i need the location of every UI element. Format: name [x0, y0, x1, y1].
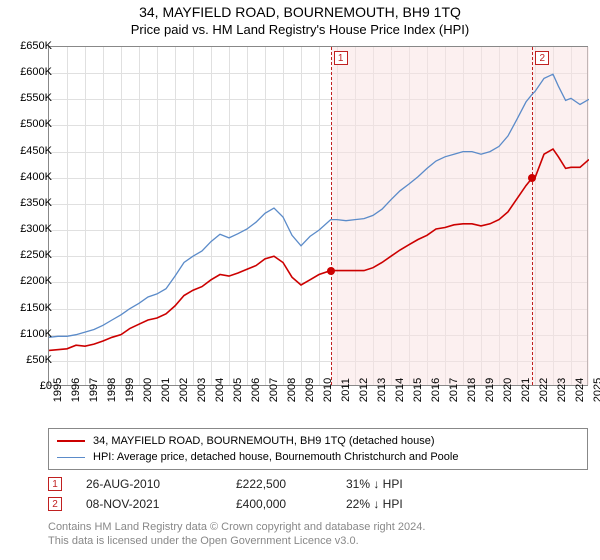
title-sub: Price paid vs. HM Land Registry's House …: [0, 22, 600, 37]
ytick-label: £400K: [2, 171, 52, 183]
xtick-label: 1998: [106, 378, 118, 402]
ytick-label: £600K: [2, 66, 52, 78]
legend: 34, MAYFIELD ROAD, BOURNEMOUTH, BH9 1TQ …: [48, 428, 588, 470]
marker-data-table: 1 26-AUG-2010£222,50031% ↓ HPI 2 08-NOV-202…: [48, 474, 588, 514]
chart-area: 12: [48, 46, 588, 416]
xtick-label: 2020: [502, 378, 514, 402]
xtick-label: 2008: [286, 378, 298, 402]
xtick-label: 1999: [124, 378, 136, 402]
xtick-label: 1996: [70, 378, 82, 402]
xtick-label: 2002: [178, 378, 190, 402]
row-delta: 31% ↓ HPI: [346, 477, 496, 491]
xtick-label: 2016: [430, 378, 442, 402]
row-marker-box: 1: [48, 477, 62, 491]
plot-rect: 12: [48, 46, 588, 386]
ytick-label: £500K: [2, 118, 52, 130]
xtick-label: 1997: [88, 378, 100, 402]
series-svg: [49, 47, 589, 387]
legend-swatch: [57, 457, 85, 458]
legend-label: HPI: Average price, detached house, Bour…: [93, 451, 458, 463]
legend-row: 34, MAYFIELD ROAD, BOURNEMOUTH, BH9 1TQ …: [57, 433, 579, 449]
xtick-label: 2010: [322, 378, 334, 402]
xtick-label: 2013: [376, 378, 388, 402]
xtick-label: 2012: [358, 378, 370, 402]
legend-row: HPI: Average price, detached house, Bour…: [57, 449, 579, 465]
xtick-label: 2001: [160, 378, 172, 402]
xtick-label: 2024: [574, 378, 586, 402]
title-block: 34, MAYFIELD ROAD, BOURNEMOUTH, BH9 1TQ …: [0, 0, 600, 37]
ytick-label: £200K: [2, 275, 52, 287]
xtick-label: 2018: [466, 378, 478, 402]
row-delta: 22% ↓ HPI: [346, 497, 496, 511]
legend-swatch: [57, 440, 85, 442]
ytick-label: £300K: [2, 223, 52, 235]
xtick-label: 2017: [448, 378, 460, 402]
row-price: £400,000: [236, 497, 346, 511]
row-marker-box: 2: [48, 497, 62, 511]
row-date: 26-AUG-2010: [86, 477, 236, 491]
xtick-label: 1995: [52, 378, 64, 402]
x-axis-ticks: 1995199619971998199920002001200220032004…: [48, 388, 588, 416]
xtick-label: 2019: [484, 378, 496, 402]
footer-line1: Contains HM Land Registry data © Crown c…: [48, 520, 588, 534]
ytick-label: £0: [2, 380, 52, 392]
xtick-label: 2009: [304, 378, 316, 402]
xtick-label: 2015: [412, 378, 424, 402]
ytick-label: £50K: [2, 354, 52, 366]
row-date: 08-NOV-2021: [86, 497, 236, 511]
xtick-label: 2006: [250, 378, 262, 402]
xtick-label: 2025: [592, 378, 600, 402]
data-row: 1 26-AUG-2010£222,50031% ↓ HPI: [48, 474, 588, 494]
ytick-label: £350K: [2, 197, 52, 209]
xtick-label: 2022: [538, 378, 550, 402]
chart-container: 34, MAYFIELD ROAD, BOURNEMOUTH, BH9 1TQ …: [0, 0, 600, 560]
xtick-label: 2007: [268, 378, 280, 402]
marker-dot: [528, 174, 536, 182]
row-price: £222,500: [236, 477, 346, 491]
ytick-label: £450K: [2, 145, 52, 157]
xtick-label: 2004: [214, 378, 226, 402]
ytick-label: £550K: [2, 92, 52, 104]
xtick-label: 2000: [142, 378, 154, 402]
xtick-label: 2023: [556, 378, 568, 402]
ytick-label: £250K: [2, 249, 52, 261]
data-row: 2 08-NOV-2021£400,00022% ↓ HPI: [48, 494, 588, 514]
footer-line2: This data is licensed under the Open Gov…: [48, 534, 588, 548]
ytick-label: £100K: [2, 328, 52, 340]
xtick-label: 2003: [196, 378, 208, 402]
series-price_paid: [49, 149, 589, 350]
footer: Contains HM Land Registry data © Crown c…: [48, 520, 588, 549]
xtick-label: 2021: [520, 378, 532, 402]
marker-dot: [327, 267, 335, 275]
title-main: 34, MAYFIELD ROAD, BOURNEMOUTH, BH9 1TQ: [0, 4, 600, 20]
ytick-label: £650K: [2, 40, 52, 52]
series-hpi: [49, 74, 589, 337]
legend-label: 34, MAYFIELD ROAD, BOURNEMOUTH, BH9 1TQ …: [93, 435, 435, 447]
ytick-label: £150K: [2, 302, 52, 314]
xtick-label: 2014: [394, 378, 406, 402]
xtick-label: 2011: [340, 378, 352, 402]
xtick-label: 2005: [232, 378, 244, 402]
